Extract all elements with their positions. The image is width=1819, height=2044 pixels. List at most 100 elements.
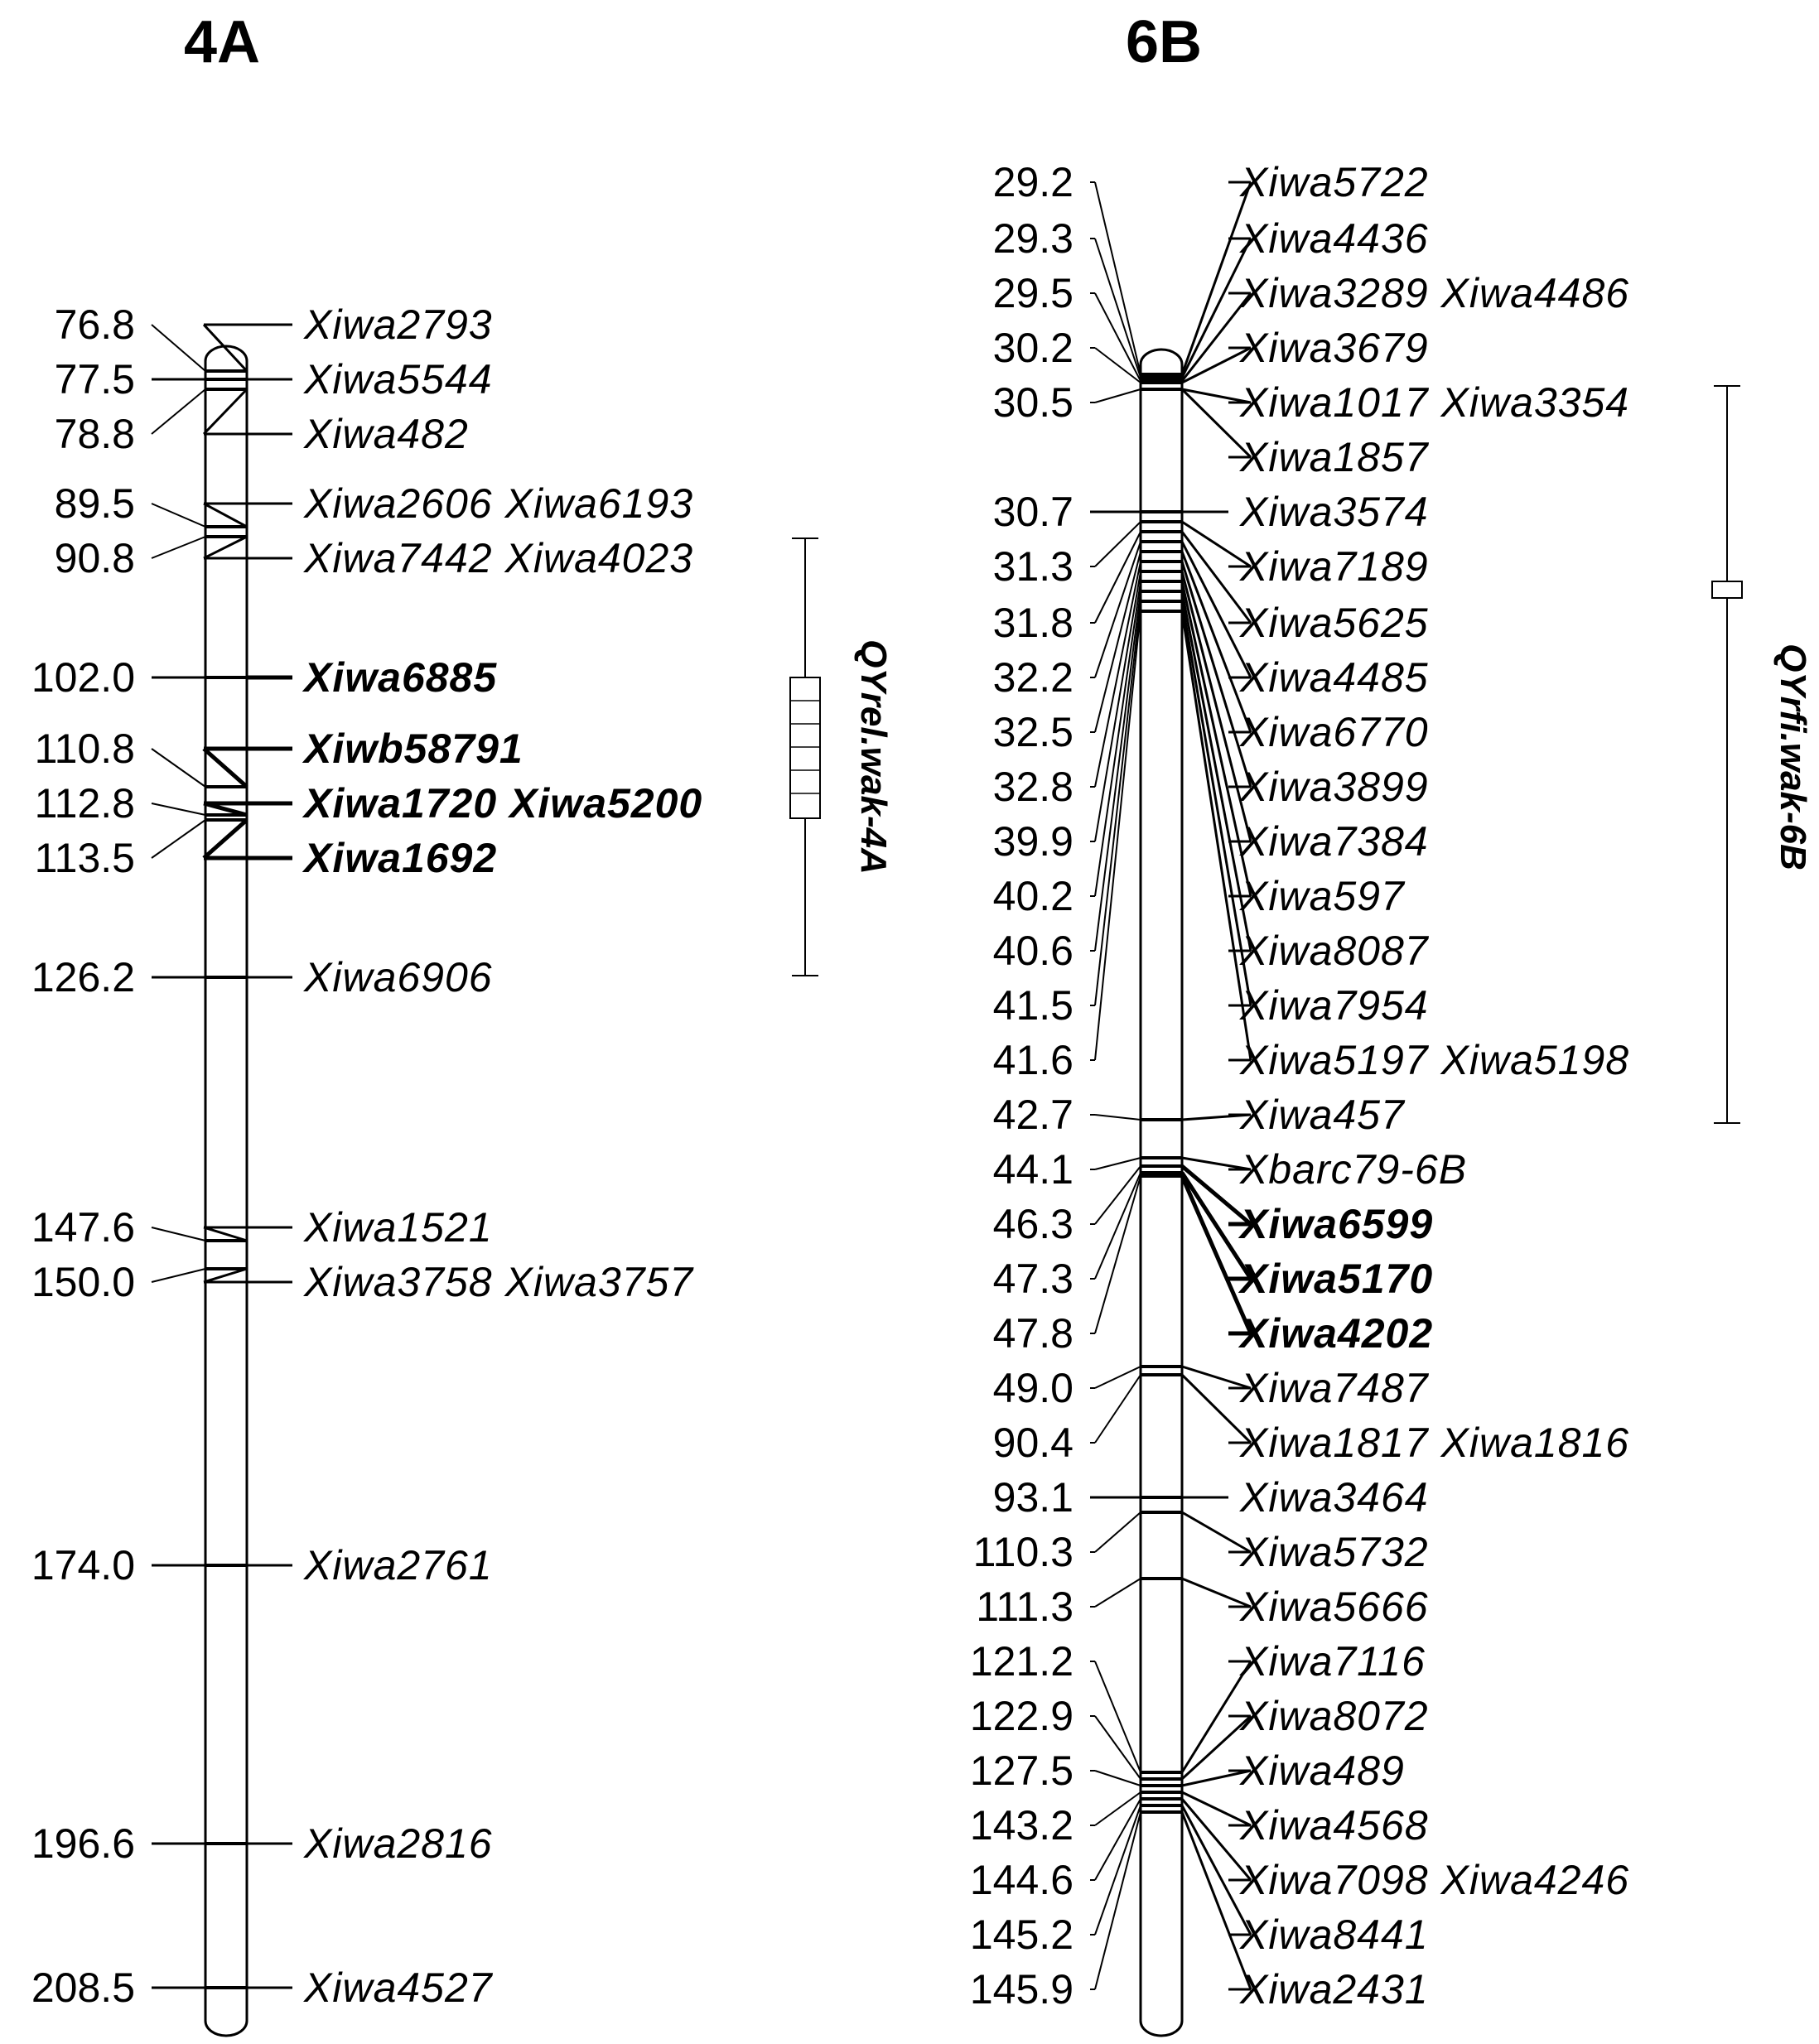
marker-position: 112.8 [35,780,135,827]
qtl-peak-box [1711,581,1743,599]
name-connector [1181,1577,1252,1608]
marker-name: Xiwa5170 [1238,1256,1433,1302]
marker-position: 208.5 [31,1964,135,2011]
position-connector [1094,292,1141,382]
position-connector [1094,561,1141,788]
marker-name: Xiwa7487 [1239,1365,1430,1411]
name-connector [1181,520,1252,568]
name-connector [1180,561,1252,788]
marker-position: 143.2 [970,1802,1074,1849]
marker-position: 113.5 [35,835,135,881]
marker-name: Xiwa597 [1239,873,1406,919]
qtl-label: QYrfi.wak-6B [1773,644,1813,870]
marker-position: 76.8 [55,301,135,348]
marker-name: Xiwa6770 [1239,709,1429,755]
position-connector [1094,1805,1141,1936]
marker-position: 78.8 [55,411,135,457]
position-connector [1094,571,1141,842]
marker-name: Xiwa7954 [1239,982,1429,1029]
position-connector [1094,1770,1141,1786]
chromosome-bar [204,345,248,2037]
marker-position: 44.1 [993,1146,1074,1193]
marker-position: 102.0 [31,654,135,701]
marker-name: Xiwa8441 [1239,1911,1429,1958]
name-connector [1180,541,1252,678]
marker-position: 145.9 [970,1966,1074,2013]
marker-position: 40.6 [993,928,1074,974]
marker-name: Xiwa5732 [1239,1529,1429,1575]
position-connector [1094,1157,1141,1170]
position-connector [1094,1661,1141,1773]
position-connector [1094,1715,1141,1780]
marker-position: 32.8 [993,764,1074,810]
position-connector [1094,181,1141,375]
marker-name: Xiwa5197 Xiwa5198 [1239,1037,1629,1083]
name-connector [1180,388,1252,459]
position-connector [1094,1172,1141,1280]
marker-name: Xiwa457 [1239,1092,1406,1138]
marker-name: Xiwa2816 [303,1820,493,1867]
position-connector [151,1268,206,1283]
marker-name: Xiwa7116 [1239,1638,1426,1685]
position-connector [151,536,206,559]
position-connector [1094,541,1141,678]
name-connector [1180,1714,1252,1781]
marker-position: 32.5 [993,709,1074,755]
marker-name: Xiwa1720 Xiwa5200 [302,780,702,827]
marker-name: Xiwa1521 [303,1204,493,1251]
name-connector [1180,1811,1252,1990]
marker-position: 47.8 [993,1310,1074,1357]
title-6b: 6B [1126,9,1202,75]
marker-name: Xiwa5625 [1239,600,1429,646]
name-connector [1180,600,1252,1006]
marker-name: Xiwa8072 [1239,1693,1429,1739]
position-connector [1094,551,1141,733]
marker-name: Xbarc79-6B [1239,1146,1467,1193]
marker-name: Xiwa2793 [303,301,493,348]
qtl-peak-box [789,677,821,819]
marker-name: Xiwa5666 [1239,1584,1429,1630]
position-connector [1094,591,1141,952]
position-connector [151,324,206,372]
position-connector [1094,1511,1141,1553]
marker-name: Xiwa6906 [303,954,493,1000]
name-connector [1181,346,1252,384]
title-4a: 4A [184,9,260,75]
position-connector [1094,581,1141,897]
position-connector [151,388,206,435]
marker-name: Xiwa3574 [1239,489,1429,535]
position-connector [1094,531,1141,624]
marker-name: Xiwa3899 [1239,764,1429,810]
marker-position: 77.5 [55,356,135,403]
marker-position: 47.3 [993,1256,1074,1302]
marker-name: Xiwa3289 Xiwa4486 [1239,270,1629,316]
name-connector [1180,591,1252,952]
name-connector [203,535,248,560]
position-connector [151,819,206,859]
marker-position: 93.1 [993,1474,1074,1521]
marker-position: 150.0 [31,1259,135,1305]
marker-position: 110.8 [35,726,135,772]
name-connector [1181,388,1252,404]
marker-name: Xiwa482 [303,411,469,457]
marker-position: 39.9 [993,818,1074,865]
name-connector [1181,1791,1252,1827]
name-connector [1181,1156,1252,1171]
name-connector [1180,551,1252,733]
marker-position: 196.6 [31,1820,135,1867]
name-connector [1180,1798,1252,1881]
position-connector [151,748,206,788]
marker-name: Xiwa2431 [1239,1966,1429,2013]
name-connector [1180,571,1252,842]
marker-position: 121.2 [970,1638,1074,1685]
position-connector [1094,1175,1141,1334]
marker-position: 30.5 [993,379,1074,426]
marker-name: Xiwa5722 [1239,159,1429,205]
marker-name: Xiwa1692 [302,835,497,881]
marker-position: 110.3 [973,1529,1074,1575]
marker-name: Xiwa6599 [1238,1201,1433,1247]
position-connector [1094,600,1141,1006]
marker-name: Xiwa1817 Xiwa1816 [1239,1420,1629,1466]
name-connector [1180,581,1252,897]
